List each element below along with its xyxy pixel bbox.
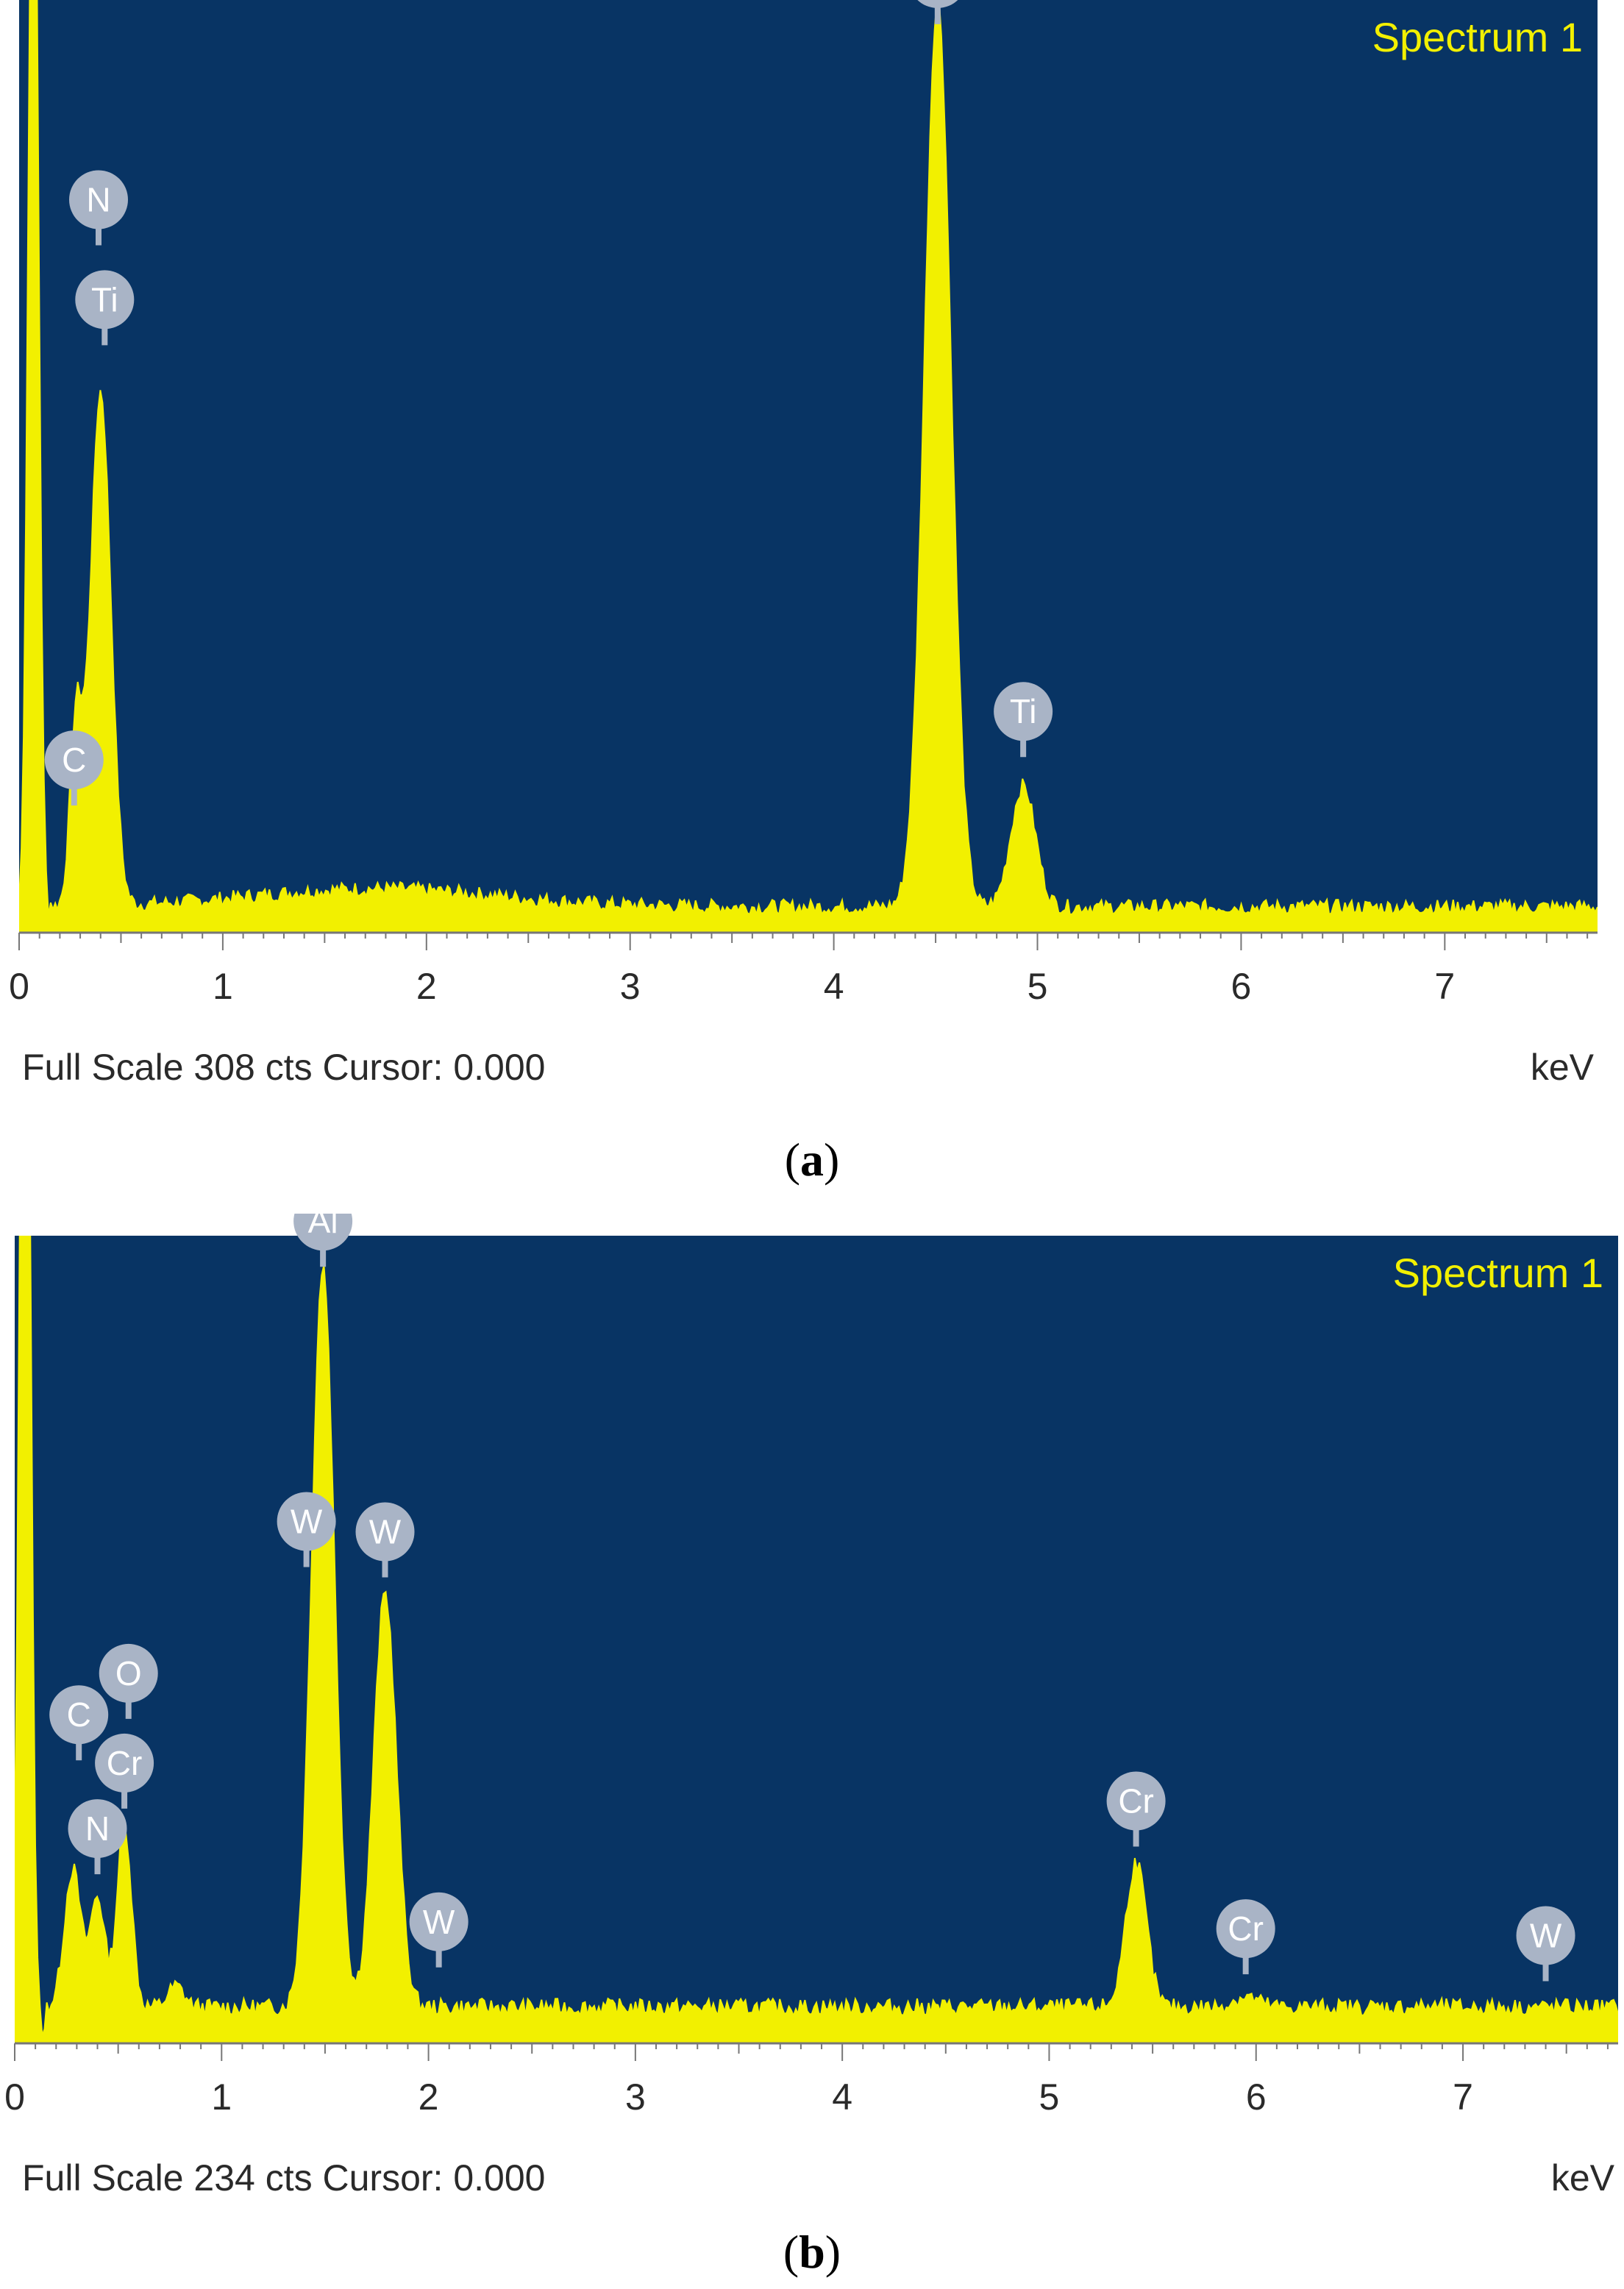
- peak-label-badge: [1106, 1771, 1166, 1831]
- peak-label-badge: [49, 1685, 109, 1745]
- peak-label-badge: [44, 730, 104, 790]
- x-tick-label: 6: [1246, 2076, 1267, 2118]
- x-tick-label: 4: [832, 2076, 852, 2118]
- x-tick-label: 1: [213, 966, 233, 1007]
- peak-label-element: Cr: [107, 1744, 143, 1782]
- x-tick-label: 5: [1028, 966, 1048, 1007]
- x-tick-label: 0: [4, 2076, 25, 2118]
- peak-label-element: W: [369, 1513, 402, 1551]
- peak-label-badge: [277, 1492, 336, 1551]
- peak-label: W: [277, 1492, 336, 1567]
- spectrum-name: Spectrum 1: [1372, 14, 1583, 60]
- peak-label: N: [68, 1799, 127, 1875]
- spectrum-trace: [15, 1236, 1618, 2043]
- peak-label-badge: [75, 270, 135, 330]
- peak-label-element: N: [85, 1809, 110, 1848]
- caption-a: (a): [784, 1133, 840, 1186]
- caption-b: (b): [783, 2226, 841, 2278]
- full-scale-info: Full Scale 234 cts Cursor: 0.000: [22, 2157, 545, 2199]
- x-tick-label: 4: [824, 966, 844, 1007]
- peak-label-badge: [99, 1643, 158, 1703]
- x-tick-label: 2: [419, 2076, 439, 2118]
- peak-label-element: W: [291, 1502, 323, 1540]
- peak-label: W: [409, 1892, 469, 1968]
- x-tick-label: 5: [1039, 2076, 1060, 2118]
- peak-label: Ti: [917, 0, 958, 24]
- peak-label-badge: [994, 682, 1053, 741]
- eds-chart-a: 0 1 2 3 4 5 6 7 Spectrum 1 Full Scale 308 cts Cur…: [9, 0, 1598, 1088]
- x-tick-label: 3: [620, 966, 641, 1007]
- peak-label-element: Ti: [1010, 692, 1037, 730]
- peak-label: Ti: [75, 270, 135, 346]
- peak-label-element: Cr: [1228, 1909, 1264, 1948]
- peak-label-element: W: [423, 1903, 455, 1941]
- spectrum-trace: [19, 0, 1598, 933]
- x-tick-label: 6: [1231, 966, 1252, 1007]
- peak-label-element: W: [1530, 1917, 1562, 1955]
- full-scale-info: Full Scale 308 cts Cursor: 0.000: [22, 1047, 545, 1088]
- peak-label-badge: [355, 1502, 415, 1562]
- peak-label-badge: [95, 1733, 154, 1793]
- peak-label: C: [44, 730, 104, 806]
- peak-label-badge: [68, 1799, 127, 1859]
- x-tick-label: 7: [1453, 2076, 1473, 2118]
- peak-label: W: [1516, 1906, 1575, 1982]
- peak-label: Cr: [1216, 1899, 1275, 1975]
- peak-label: Al: [293, 1214, 353, 1267]
- peak-label-badge: [409, 1892, 469, 1951]
- plot-area: [19, 0, 1598, 933]
- x-tick-label: 2: [416, 966, 437, 1007]
- peak-label-badge: [293, 1214, 353, 1251]
- peak-label: O: [99, 1643, 158, 1719]
- peak-label-element: Cr: [1118, 1782, 1154, 1820]
- x-tick-label: 3: [625, 2076, 646, 2118]
- peak-label-badge: [917, 0, 958, 8]
- peak-label: W: [355, 1502, 415, 1578]
- x-tick-label: 0: [9, 966, 29, 1007]
- x-unit-label: keV: [1551, 2157, 1615, 2199]
- peak-label: Cr: [1106, 1771, 1166, 1847]
- peak-label: Cr: [95, 1733, 154, 1809]
- peak-label-element: O: [115, 1654, 142, 1692]
- peak-label-element: Ti: [91, 280, 118, 318]
- spectrum-panel-a: 0 1 2 3 4 5 6 7 Spectrum 1 Full Scale 308 cts Cur…: [9, 0, 1598, 1186]
- peak-label-badge: [68, 170, 128, 229]
- eds-chart-b: 0 1 2 3 4 5 6 7 Spectrum 1 Full Scale 234 cts Cur…: [4, 1214, 1618, 2199]
- plot-area: [15, 1236, 1618, 2043]
- spectrum-name: Spectrum 1: [1393, 1250, 1603, 1296]
- peak-label-badge: [1216, 1899, 1275, 1959]
- peak-label-element: Al: [308, 1214, 338, 1240]
- peak-label: Ti: [994, 682, 1053, 758]
- x-unit-label: keV: [1531, 1047, 1595, 1088]
- peak-label-element: N: [86, 180, 110, 218]
- peak-label-element: C: [67, 1695, 91, 1734]
- peak-label: N: [68, 170, 128, 246]
- peak-label-badge: [1516, 1906, 1575, 1965]
- peak-label-element: C: [62, 741, 86, 779]
- x-tick-label: 1: [211, 2076, 232, 2118]
- spectrum-panel-b: 0 1 2 3 4 5 6 7 Spectrum 1 Full Scale 234 cts Cur…: [0, 1214, 1624, 2289]
- x-tick-label: 7: [1434, 966, 1455, 1007]
- peak-label: C: [49, 1685, 109, 1761]
